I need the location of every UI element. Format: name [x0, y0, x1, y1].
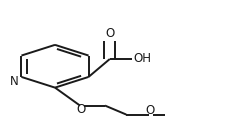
Text: O: O	[76, 103, 86, 116]
Text: O: O	[105, 27, 115, 40]
Text: N: N	[10, 75, 19, 88]
Text: O: O	[145, 104, 154, 117]
Text: OH: OH	[134, 52, 152, 66]
